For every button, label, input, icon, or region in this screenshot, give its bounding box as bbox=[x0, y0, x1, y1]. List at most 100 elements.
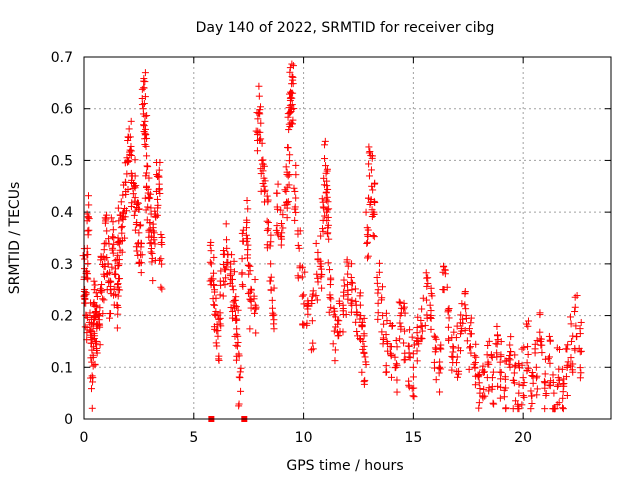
data-point bbox=[255, 92, 263, 100]
data-point bbox=[441, 266, 449, 274]
data-point bbox=[247, 285, 255, 293]
data-point bbox=[89, 378, 97, 386]
data-point bbox=[309, 345, 317, 353]
data-point bbox=[288, 60, 296, 68]
data-point bbox=[289, 80, 297, 88]
data-point bbox=[118, 214, 126, 222]
data-point bbox=[360, 314, 368, 322]
data-point bbox=[558, 404, 566, 412]
data-point bbox=[288, 73, 296, 81]
data-point bbox=[285, 157, 293, 165]
data-point bbox=[118, 229, 126, 237]
x-tick-label: 10 bbox=[295, 430, 313, 446]
x-tick-label: 20 bbox=[514, 430, 532, 446]
data-point bbox=[440, 263, 448, 271]
data-point bbox=[151, 210, 159, 218]
data-point bbox=[453, 368, 461, 376]
data-point bbox=[113, 324, 121, 332]
data-point bbox=[571, 308, 579, 316]
data-point bbox=[375, 259, 383, 267]
data-point bbox=[84, 260, 92, 268]
data-point bbox=[114, 310, 122, 318]
data-point bbox=[137, 221, 145, 229]
data-point bbox=[459, 315, 467, 323]
data-point bbox=[223, 244, 231, 252]
data-point bbox=[292, 208, 300, 216]
data-point bbox=[118, 222, 126, 230]
data-point bbox=[158, 285, 166, 293]
data-point bbox=[314, 248, 322, 256]
data-point bbox=[559, 394, 567, 402]
data-point bbox=[277, 220, 285, 228]
data-point bbox=[554, 381, 562, 389]
data-point bbox=[141, 93, 149, 101]
data-point bbox=[374, 299, 382, 307]
data-point bbox=[330, 311, 338, 319]
data-point bbox=[285, 126, 293, 134]
data-point bbox=[505, 360, 513, 368]
data-point bbox=[364, 232, 372, 240]
data-point bbox=[229, 308, 237, 316]
data-point bbox=[405, 377, 413, 385]
data-point bbox=[212, 294, 220, 302]
data-point bbox=[277, 206, 285, 214]
data-point bbox=[125, 125, 133, 133]
data-point bbox=[119, 209, 127, 217]
data-point bbox=[546, 337, 554, 345]
data-point bbox=[515, 389, 523, 397]
data-point bbox=[244, 205, 252, 213]
data-point bbox=[143, 162, 151, 170]
data-point bbox=[528, 399, 536, 407]
data-point bbox=[110, 285, 118, 293]
data-point bbox=[90, 343, 98, 351]
data-point bbox=[93, 302, 101, 310]
data-point bbox=[266, 242, 274, 250]
data-point bbox=[308, 300, 316, 308]
data-point bbox=[247, 304, 255, 312]
data-point bbox=[107, 282, 115, 290]
data-point bbox=[295, 244, 303, 252]
data-point bbox=[227, 266, 235, 274]
data-point bbox=[98, 281, 106, 289]
data-point bbox=[207, 247, 215, 255]
data-point bbox=[228, 251, 236, 259]
data-point bbox=[500, 393, 508, 401]
data-point bbox=[322, 162, 330, 170]
data-point bbox=[260, 174, 268, 182]
data-point bbox=[409, 363, 417, 371]
data-point bbox=[560, 379, 568, 387]
data-point bbox=[325, 308, 333, 316]
data-point bbox=[432, 335, 440, 343]
data-point bbox=[432, 376, 440, 384]
data-point bbox=[126, 133, 134, 141]
data-point bbox=[553, 382, 561, 390]
data-point bbox=[114, 280, 122, 288]
data-point bbox=[510, 376, 518, 384]
data-point bbox=[212, 339, 220, 347]
data-point bbox=[537, 341, 545, 349]
data-point bbox=[512, 397, 520, 405]
data-point bbox=[298, 292, 306, 300]
data-point bbox=[146, 190, 154, 198]
data-point bbox=[336, 300, 344, 308]
data-point bbox=[395, 298, 403, 306]
data-point bbox=[410, 393, 418, 401]
data-point bbox=[127, 152, 135, 160]
data-point bbox=[340, 288, 348, 296]
data-point bbox=[533, 385, 541, 393]
data-point bbox=[131, 182, 139, 190]
data-point bbox=[386, 343, 394, 351]
data-point bbox=[122, 178, 130, 186]
data-point bbox=[303, 319, 311, 327]
data-point bbox=[533, 372, 541, 380]
data-point bbox=[217, 267, 225, 275]
data-point bbox=[279, 211, 287, 219]
data-point bbox=[108, 246, 116, 254]
data-point bbox=[149, 277, 157, 285]
data-point bbox=[409, 350, 417, 358]
data-point bbox=[237, 387, 245, 395]
data-point bbox=[401, 309, 409, 317]
data-point bbox=[480, 368, 488, 376]
data-point bbox=[567, 320, 575, 328]
data-point bbox=[334, 316, 342, 324]
